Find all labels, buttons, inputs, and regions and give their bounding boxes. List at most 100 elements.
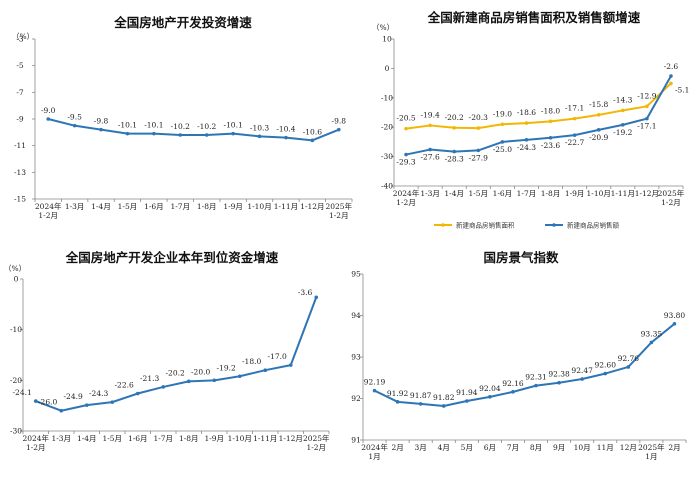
data-point: [548, 119, 553, 124]
x-tick-label: 11月: [597, 443, 614, 452]
data-point: [59, 408, 64, 413]
legend-marker: [552, 223, 556, 227]
legend-label: 新建商品房销售额: [567, 221, 620, 230]
data-label: -5.1: [675, 85, 689, 94]
x-tick-label: 1-12月: [635, 189, 659, 198]
data-point: [452, 149, 457, 154]
data-label: -23.6: [541, 141, 560, 150]
data-label: 92.47: [571, 366, 593, 375]
x-tick-label: 2024年: [361, 442, 388, 452]
data-label: -21.3: [140, 374, 159, 383]
data-point: [161, 385, 166, 389]
x-tick-label: 2025年: [303, 433, 330, 443]
y-tick-label: 10: [382, 35, 392, 44]
data-label: -10.1: [118, 121, 137, 130]
data-label: -9.0: [41, 106, 56, 115]
data-point: [452, 125, 457, 130]
data-label: -10.2: [171, 122, 190, 131]
data-label: 92.16: [502, 379, 524, 388]
x-tick-label: 1-4月: [91, 202, 111, 211]
x-tick-label: 1月: [368, 452, 380, 461]
data-point: [488, 395, 492, 399]
data-point: [231, 131, 235, 136]
x-tick-label: 7月: [507, 443, 519, 452]
y-tick-label: 0: [385, 64, 390, 73]
unit-label: （%）: [12, 32, 34, 41]
x-tick-label: 1-6月: [128, 434, 148, 443]
data-point: [672, 322, 677, 326]
data-label: 91.94: [456, 388, 478, 397]
series-line: [405, 82, 672, 130]
y-tick-label: -30: [381, 152, 393, 161]
x-tick-label: 1-10月: [247, 202, 271, 211]
data-point: [428, 147, 432, 152]
unit-label: （%）: [4, 264, 26, 273]
data-point: [572, 116, 577, 121]
x-tick-label: 1-2月: [38, 211, 58, 220]
data-point: [500, 122, 505, 127]
x-tick-label: 1-7月: [153, 434, 173, 443]
data-label: 91.82: [433, 393, 455, 402]
data-point: [534, 383, 538, 388]
data-point: [645, 104, 649, 109]
data-label: -10.3: [250, 123, 269, 132]
x-tick-label: 1-3月: [65, 202, 85, 211]
data-label: -2.6: [664, 62, 679, 71]
data-label: -20.0: [191, 367, 210, 376]
x-tick-label: 1-4月: [77, 434, 97, 443]
data-label: -17.0: [268, 352, 287, 361]
data-point: [125, 131, 130, 136]
x-tick-label: 1-6月: [144, 202, 164, 211]
x-tick-label: 2月: [668, 443, 680, 452]
y-tick-label: -7: [16, 88, 24, 97]
x-tick-label: 1-5月: [469, 189, 489, 198]
data-point: [284, 135, 288, 140]
data-point: [46, 117, 51, 121]
x-tick-label: 9月: [553, 443, 565, 452]
data-point: [669, 74, 673, 78]
data-point: [110, 400, 115, 404]
y-tick-label: -20: [10, 376, 22, 385]
data-label: -20.5: [396, 114, 415, 123]
data-point: [626, 365, 631, 369]
data-label: -20.3: [469, 113, 488, 122]
x-tick-label: 1-2月: [306, 443, 326, 452]
data-label: -9.8: [332, 117, 347, 126]
x-tick-label: 3月: [415, 443, 427, 452]
legend-marker: [441, 223, 445, 227]
x-tick-label: 1-3月: [420, 189, 440, 198]
series-line: [35, 296, 318, 412]
data-label: -18.0: [242, 357, 261, 366]
data-point: [572, 133, 577, 137]
y-tick-label: -11: [14, 141, 26, 150]
x-tick-label: 2024年: [35, 201, 62, 211]
data-label: -12.9: [637, 91, 656, 100]
x-tick-label: 1月: [645, 452, 657, 461]
x-tick-label: 1-9月: [565, 189, 585, 198]
x-tick-label: 5月: [461, 443, 473, 452]
x-tick-label: 1-5月: [102, 434, 122, 443]
data-point: [135, 391, 140, 396]
data-point: [596, 128, 601, 132]
unit-label: （%）: [372, 23, 394, 32]
data-point: [395, 400, 400, 404]
x-tick-label: 1-9月: [223, 202, 243, 211]
data-point: [649, 340, 654, 345]
y-tick-label: 94: [351, 311, 361, 320]
x-tick-label: 1-7月: [517, 189, 537, 198]
x-tick-label: 8月: [530, 443, 542, 452]
x-tick-label: 1-5月: [118, 202, 138, 211]
x-tick-label: 1-8月: [179, 434, 199, 443]
data-point: [620, 108, 625, 113]
y-tick-label: -30: [10, 427, 22, 436]
data-point: [263, 368, 268, 373]
data-point: [257, 134, 262, 139]
data-label: -3.6: [298, 288, 313, 297]
data-point: [596, 113, 601, 117]
data-point: [465, 399, 469, 403]
x-tick-label: 1-3月: [51, 434, 71, 443]
data-label: -10.2: [197, 122, 216, 131]
data-label: -10.4: [276, 125, 295, 134]
data-label: -15.8: [589, 100, 608, 109]
